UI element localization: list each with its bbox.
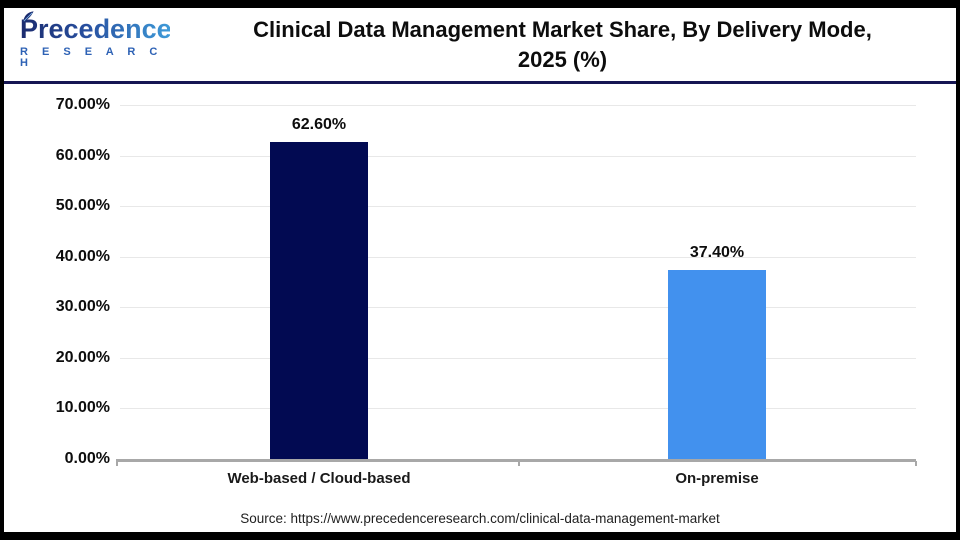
y-axis-tick-label: 50.00% xyxy=(55,197,110,215)
brand-logo: Precedence R E S E A R C H xyxy=(20,11,172,69)
brand-logo-wordmark: Precedence xyxy=(20,11,172,44)
gridline xyxy=(120,256,916,258)
bar-web-cloud xyxy=(270,142,368,459)
x-axis-category-label: On-premise xyxy=(675,470,759,487)
bar-value-label: 62.60% xyxy=(291,116,347,134)
page-title: Clinical Data Management Market Share, B… xyxy=(169,15,956,75)
leaf-icon xyxy=(23,11,34,22)
gridline xyxy=(120,155,916,157)
chart-title-line1: Clinical Data Management Market Share, B… xyxy=(253,17,872,42)
x-axis-tick xyxy=(116,461,118,466)
x-axis-line xyxy=(116,459,916,462)
x-axis-tick xyxy=(915,461,917,466)
brand-logo-text: Precedence xyxy=(20,14,172,44)
y-axis-tick-label: 30.00% xyxy=(55,298,110,316)
gridline xyxy=(120,206,916,208)
y-axis-tick-label: 0.00% xyxy=(64,450,110,467)
gridline xyxy=(120,408,916,410)
x-axis-tick xyxy=(518,461,520,466)
chart-header: Precedence R E S E A R C H Clinical Data… xyxy=(4,8,956,84)
bar-on-premise xyxy=(668,269,766,459)
gridline xyxy=(120,105,916,106)
source-note: Source: https://www.precedenceresearch.c… xyxy=(240,511,720,526)
bar-value-label: 37.40% xyxy=(689,243,745,261)
y-axis-tick-label: 10.00% xyxy=(55,399,110,417)
y-axis-tick-label: 60.00% xyxy=(55,146,110,164)
bar-chart: 0.00% 10.00% 20.00% 30.00% 40.00% 50.00% 60.00… xyxy=(4,84,956,532)
y-axis-tick-label: 20.00% xyxy=(55,348,110,366)
gridline xyxy=(120,307,916,309)
brand-logo-subtitle: R E S E A R C H xyxy=(20,46,163,69)
y-axis-tick-label: 70.00% xyxy=(55,96,110,113)
x-axis-category-label: Web-based / Cloud-based xyxy=(227,470,411,487)
y-axis-tick-label: 40.00% xyxy=(55,247,110,265)
gridline xyxy=(120,357,916,359)
chart-title-line2: 2025 (%) xyxy=(517,47,608,72)
